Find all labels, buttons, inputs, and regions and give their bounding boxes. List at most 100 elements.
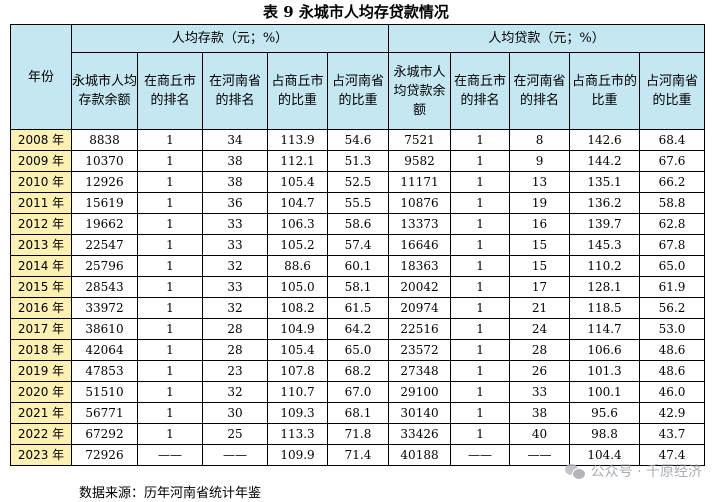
- table-body: 2008 年 8838 1 34 113.9 54.6 7521 1 8 142.6 68.4 200…: [11, 130, 705, 466]
- table-row: 2010 年 12926 1 38 105.4 52.5 11171 1 13 135.1 66.2: [11, 172, 705, 193]
- table-cell: 118.5: [570, 298, 640, 319]
- table-cell: 47853: [72, 361, 138, 382]
- table-cell: 100.1: [570, 382, 640, 403]
- column-header: 永城市人均贷款余额: [389, 53, 451, 130]
- table-cell: 1: [451, 319, 510, 340]
- table-cell: 1: [451, 130, 510, 151]
- table-cell: 113.3: [268, 424, 328, 445]
- table-cell: 13: [510, 172, 570, 193]
- table-cell: 58.6: [328, 214, 389, 235]
- year-header: 年份: [11, 25, 72, 130]
- table-cell: 135.1: [570, 172, 640, 193]
- table-cell: 57.4: [328, 235, 389, 256]
- table-cell: 109.9: [268, 445, 328, 466]
- table-cell: 113.9: [268, 130, 328, 151]
- column-header: 在商丘市的排名: [138, 53, 203, 130]
- wechat-icon: [565, 462, 585, 480]
- table-cell: 20974: [389, 298, 451, 319]
- table-cell: 28543: [72, 277, 138, 298]
- table-row: 2018 年 42064 1 28 105.4 65.0 23572 1 28 106.6 48.6: [11, 340, 705, 361]
- table-cell: 22516: [389, 319, 451, 340]
- header-row-group: 年份 人均存款（元；%） 人均贷款（元；%）: [11, 25, 705, 53]
- table-cell: 1: [138, 235, 203, 256]
- table-cell: 1: [451, 256, 510, 277]
- column-header: 永城市人均存款余额: [72, 53, 138, 130]
- column-header: 占河南省的比重: [640, 53, 705, 130]
- table-cell: 101.3: [570, 361, 640, 382]
- table-cell: 62.8: [640, 214, 705, 235]
- watermark: 公众号 · 千原经济: [565, 457, 702, 485]
- year-cell: 2020 年: [11, 382, 72, 403]
- year-cell: 2009 年: [11, 151, 72, 172]
- table-cell: 95.6: [570, 403, 640, 424]
- table-cell: 36: [203, 193, 268, 214]
- year-cell: 2010 年: [11, 172, 72, 193]
- table-cell: 105.4: [268, 172, 328, 193]
- table-cell: 110.7: [268, 382, 328, 403]
- table-cell: 1: [138, 151, 203, 172]
- table-cell: 27348: [389, 361, 451, 382]
- table-cell: 1: [451, 424, 510, 445]
- table-cell: 72926: [72, 445, 138, 466]
- table-cell: ——: [138, 445, 203, 466]
- table-cell: 136.2: [570, 193, 640, 214]
- table-cell: ——: [451, 445, 510, 466]
- table-cell: 21: [510, 298, 570, 319]
- table-cell: 17: [510, 277, 570, 298]
- table-cell: 145.3: [570, 235, 640, 256]
- table-cell: 1: [451, 298, 510, 319]
- table-cell: 56.2: [640, 298, 705, 319]
- year-cell: 2014 年: [11, 256, 72, 277]
- table-cell: 42.9: [640, 403, 705, 424]
- table-cell: 16646: [389, 235, 451, 256]
- table-cell: 107.8: [268, 361, 328, 382]
- table-cell: 67292: [72, 424, 138, 445]
- table-cell: 38: [203, 172, 268, 193]
- table-cell: 32: [203, 256, 268, 277]
- table-cell: 64.2: [328, 319, 389, 340]
- table-cell: 67.0: [328, 382, 389, 403]
- table-cell: 58.8: [640, 193, 705, 214]
- table-cell: 10876: [389, 193, 451, 214]
- table-cell: 20042: [389, 277, 451, 298]
- table-cell: 19662: [72, 214, 138, 235]
- column-header: 占河南省的比重: [328, 53, 389, 130]
- table-row: 2014 年 25796 1 32 88.6 60.1 18363 1 15 110.2 65.0: [11, 256, 705, 277]
- table-cell: 1: [451, 172, 510, 193]
- year-cell: 2021 年: [11, 403, 72, 424]
- table-cell: 71.4: [328, 445, 389, 466]
- table-cell: 55.5: [328, 193, 389, 214]
- table-cell: 1: [451, 361, 510, 382]
- table-cell: 1: [138, 256, 203, 277]
- table-cell: 1: [138, 340, 203, 361]
- table-cell: 1: [138, 319, 203, 340]
- table-row: 2021 年 56771 1 30 109.3 68.1 30140 1 38 95.6 42.9: [11, 403, 705, 424]
- table-cell: 23: [203, 361, 268, 382]
- table-cell: 8: [510, 130, 570, 151]
- table-cell: 139.7: [570, 214, 640, 235]
- table-cell: 34: [203, 130, 268, 151]
- table-cell: 66.2: [640, 172, 705, 193]
- table-row: 2016 年 33972 1 32 108.2 61.5 20974 1 21 118.5 56.2: [11, 298, 705, 319]
- table-title: 表 9 永城市人均存贷款情况: [0, 2, 712, 22]
- table-cell: 19: [510, 193, 570, 214]
- table-cell: 13373: [389, 214, 451, 235]
- table-row: 2009 年 10370 1 38 112.1 51.3 9582 1 9 144.2 67.6: [11, 151, 705, 172]
- table-row: 2020 年 51510 1 32 110.7 67.0 29100 1 33 100.1 46.0: [11, 382, 705, 403]
- table-cell: 32: [203, 382, 268, 403]
- table-cell: 11171: [389, 172, 451, 193]
- table-cell: 12926: [72, 172, 138, 193]
- table-cell: 23572: [389, 340, 451, 361]
- table-cell: 1: [451, 382, 510, 403]
- table-cell: 54.6: [328, 130, 389, 151]
- table-cell: 67.8: [640, 235, 705, 256]
- table-cell: 33: [510, 382, 570, 403]
- table-cell: 114.7: [570, 319, 640, 340]
- table-cell: 38: [203, 151, 268, 172]
- table-cell: 142.6: [570, 130, 640, 151]
- table-row: 2017 年 38610 1 28 104.9 64.2 22516 1 24 114.7 53.0: [11, 319, 705, 340]
- table-cell: 1: [138, 382, 203, 403]
- table-cell: 22547: [72, 235, 138, 256]
- table-cell: 25: [203, 424, 268, 445]
- year-cell: 2011 年: [11, 193, 72, 214]
